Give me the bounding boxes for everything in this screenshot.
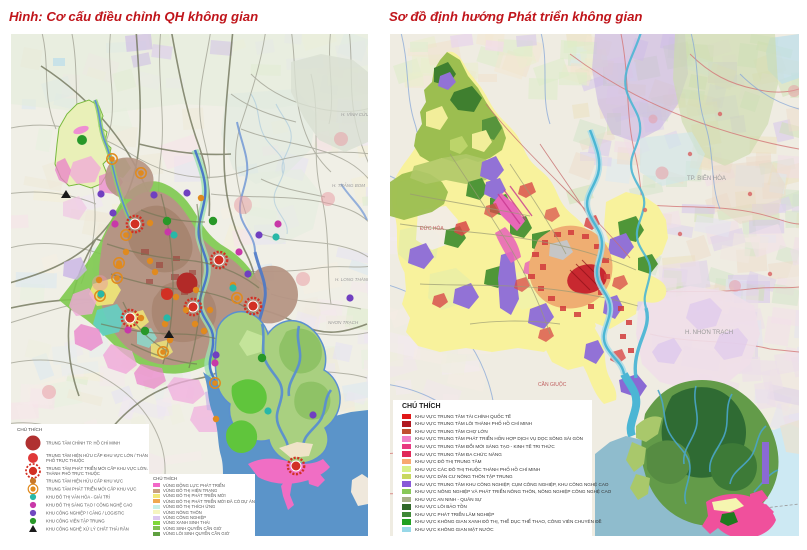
svg-text:TRUNG TÂM HIỆN HỮU CẤP KHU VỰC: TRUNG TÂM HIỆN HỮU CẤP KHU VỰC bbox=[46, 479, 123, 484]
svg-text:H. NHƠN TRẠCH: H. NHƠN TRẠCH bbox=[685, 330, 733, 336]
svg-text:TRUNG TÂM PHÁT TRIỂN MỚI CẤP K: TRUNG TÂM PHÁT TRIỂN MỚI CẤP KHU VỰC bbox=[46, 487, 136, 492]
svg-text:PHỐ TRỰC THUỘC: PHỐ TRỰC THUỘC bbox=[46, 458, 84, 463]
svg-text:THÀNH PHỐ TRỰC THUỘC: THÀNH PHỐ TRỰC THUỘC bbox=[46, 471, 100, 476]
svg-text:CHÚ THÍCH: CHÚ THÍCH bbox=[17, 426, 42, 432]
svg-text:TRUNG TÂM CHÍNH TP. HỒ CHÍ MIN: TRUNG TÂM CHÍNH TP. HỒ CHÍ MINH bbox=[46, 441, 120, 446]
svg-text:H. VĨNH CỬU: H. VĨNH CỬU bbox=[341, 111, 368, 117]
svg-text:NHƠN TRẠCH: NHƠN TRẠCH bbox=[328, 320, 359, 325]
svg-text:CẦN GIUỘC: CẦN GIUỘC bbox=[538, 381, 567, 388]
svg-text:KHU ĐÔ THỊ VĂN HÓA - GIẢI TRÍ: KHU ĐÔ THỊ VĂN HÓA - GIẢI TRÍ bbox=[46, 495, 111, 500]
svg-text:TRUNG TÂM PHÁT TRIỂN MỚI CẤP K: TRUNG TÂM PHÁT TRIỂN MỚI CẤP KHU VỰC LỚN… bbox=[46, 466, 148, 471]
svg-text:KHU CÔNG NGHỆ XỬ LÝ CHẤT THẢI: KHU CÔNG NGHỆ XỬ LÝ CHẤT THẢI RẮN bbox=[46, 527, 129, 532]
svg-text:KHU ĐÔ THỊ SÁNG TẠO / CÔNG NGH: KHU ĐÔ THỊ SÁNG TẠO / CÔNG NGHỆ CAO bbox=[46, 503, 133, 508]
svg-text:KHU CÔNG NGHIỆP / CẢNG / LOGIS: KHU CÔNG NGHIỆP / CẢNG / LOGISTIC bbox=[46, 511, 124, 516]
svg-text:TP. BIÊN HÒA: TP. BIÊN HÒA bbox=[687, 174, 726, 182]
svg-text:TRUNG TÂM HIỆN HỮU CẤP KHU VỰC: TRUNG TÂM HIỆN HỮU CẤP KHU VỰC LỚN / THÀ… bbox=[46, 453, 148, 458]
svg-text:H. LONG THÀNH: H. LONG THÀNH bbox=[335, 276, 368, 282]
svg-text:H. TRẢNG BOM: H. TRẢNG BOM bbox=[332, 182, 365, 188]
svg-text:KHU CÔNG VIÊN TẬP TRUNG: KHU CÔNG VIÊN TẬP TRUNG bbox=[46, 519, 105, 524]
svg-text:ĐỨC HÒA: ĐỨC HÒA bbox=[420, 225, 444, 232]
